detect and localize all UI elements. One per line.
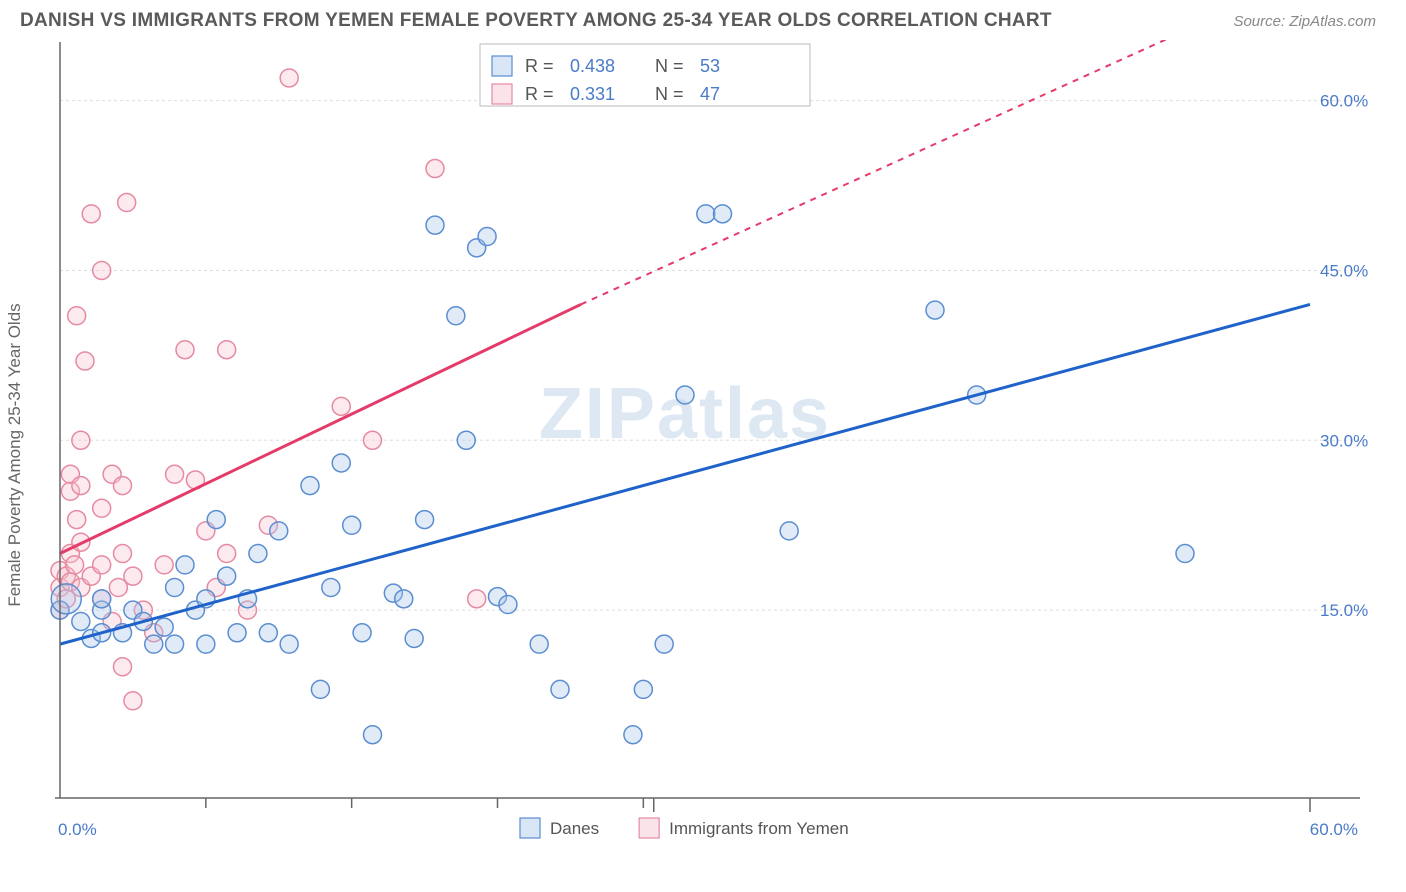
x-end-label: 60.0% bbox=[1310, 820, 1358, 839]
data-point bbox=[155, 556, 173, 574]
data-point bbox=[697, 205, 715, 223]
data-point bbox=[118, 194, 136, 212]
data-point bbox=[197, 635, 215, 653]
data-point bbox=[634, 680, 652, 698]
stats-r-value: 0.331 bbox=[570, 84, 615, 104]
data-point bbox=[218, 341, 236, 359]
data-point bbox=[624, 726, 642, 744]
data-point bbox=[176, 556, 194, 574]
data-point bbox=[68, 511, 86, 529]
data-point bbox=[416, 511, 434, 529]
data-point bbox=[478, 227, 496, 245]
stats-n-value: 53 bbox=[700, 56, 720, 76]
chart-area: Female Poverty Among 25-34 Year Olds ZIP… bbox=[20, 40, 1376, 870]
y-tick-label: 60.0% bbox=[1320, 92, 1368, 111]
stats-r-label: R = bbox=[525, 56, 554, 76]
data-point bbox=[228, 624, 246, 642]
legend-swatch bbox=[520, 818, 540, 838]
data-point bbox=[447, 307, 465, 325]
data-point bbox=[332, 397, 350, 415]
data-point bbox=[93, 590, 111, 608]
data-point bbox=[72, 477, 90, 495]
data-point bbox=[218, 545, 236, 563]
data-point bbox=[714, 205, 732, 223]
data-point bbox=[82, 205, 100, 223]
data-point bbox=[332, 454, 350, 472]
data-point bbox=[311, 680, 329, 698]
scatter-chart-svg: ZIPatlas15.0%30.0%45.0%60.0%0.0%60.0%R =… bbox=[20, 40, 1376, 870]
trend-line-yemen bbox=[60, 304, 581, 553]
y-axis-label: Female Poverty Among 25-34 Year Olds bbox=[5, 303, 25, 606]
data-point bbox=[676, 386, 694, 404]
data-point bbox=[655, 635, 673, 653]
data-point bbox=[93, 499, 111, 517]
stats-n-label: N = bbox=[655, 84, 684, 104]
data-point bbox=[364, 726, 382, 744]
data-point bbox=[259, 624, 277, 642]
y-tick-label: 30.0% bbox=[1320, 431, 1368, 450]
data-point bbox=[76, 352, 94, 370]
stats-r-value: 0.438 bbox=[570, 56, 615, 76]
data-point bbox=[176, 341, 194, 359]
data-point bbox=[72, 612, 90, 630]
data-point bbox=[301, 477, 319, 495]
y-tick-label: 45.0% bbox=[1320, 261, 1368, 280]
stats-swatch bbox=[492, 56, 512, 76]
chart-title: DANISH VS IMMIGRANTS FROM YEMEN FEMALE P… bbox=[20, 10, 1052, 32]
stats-n-label: N = bbox=[655, 56, 684, 76]
data-point bbox=[343, 516, 361, 534]
data-point bbox=[499, 595, 517, 613]
data-point bbox=[114, 658, 132, 676]
stats-n-value: 47 bbox=[700, 84, 720, 104]
x-start-label: 0.0% bbox=[58, 820, 97, 839]
data-point bbox=[530, 635, 548, 653]
data-point bbox=[124, 567, 142, 585]
data-point bbox=[93, 261, 111, 279]
stats-r-label: R = bbox=[525, 84, 554, 104]
stats-swatch bbox=[492, 84, 512, 104]
data-point bbox=[551, 680, 569, 698]
data-point bbox=[364, 431, 382, 449]
data-point bbox=[207, 511, 225, 529]
data-point bbox=[780, 522, 798, 540]
data-point bbox=[218, 567, 236, 585]
data-point bbox=[426, 160, 444, 178]
data-point bbox=[166, 635, 184, 653]
data-point bbox=[405, 629, 423, 647]
data-point bbox=[166, 579, 184, 597]
data-point bbox=[353, 624, 371, 642]
chart-source: Source: ZipAtlas.com bbox=[1233, 13, 1376, 30]
data-point bbox=[395, 590, 413, 608]
data-point bbox=[322, 579, 340, 597]
data-point bbox=[270, 522, 288, 540]
legend-label: Immigrants from Yemen bbox=[669, 819, 849, 838]
data-point bbox=[155, 618, 173, 636]
data-point-large bbox=[51, 584, 81, 614]
data-point bbox=[1176, 545, 1194, 563]
y-tick-label: 15.0% bbox=[1320, 601, 1368, 620]
data-point bbox=[93, 556, 111, 574]
data-point bbox=[72, 431, 90, 449]
data-point bbox=[68, 307, 86, 325]
data-point bbox=[280, 69, 298, 87]
chart-header: DANISH VS IMMIGRANTS FROM YEMEN FEMALE P… bbox=[0, 0, 1406, 32]
data-point bbox=[166, 465, 184, 483]
data-point bbox=[457, 431, 475, 449]
data-point bbox=[426, 216, 444, 234]
legend-swatch bbox=[639, 818, 659, 838]
data-point bbox=[114, 477, 132, 495]
data-point bbox=[280, 635, 298, 653]
data-point bbox=[66, 556, 84, 574]
data-point bbox=[249, 545, 267, 563]
data-point bbox=[124, 692, 142, 710]
legend-label: Danes bbox=[550, 819, 599, 838]
data-point bbox=[114, 545, 132, 563]
trend-line-danes bbox=[60, 304, 1310, 644]
data-point bbox=[145, 635, 163, 653]
data-point bbox=[468, 590, 486, 608]
data-point bbox=[926, 301, 944, 319]
